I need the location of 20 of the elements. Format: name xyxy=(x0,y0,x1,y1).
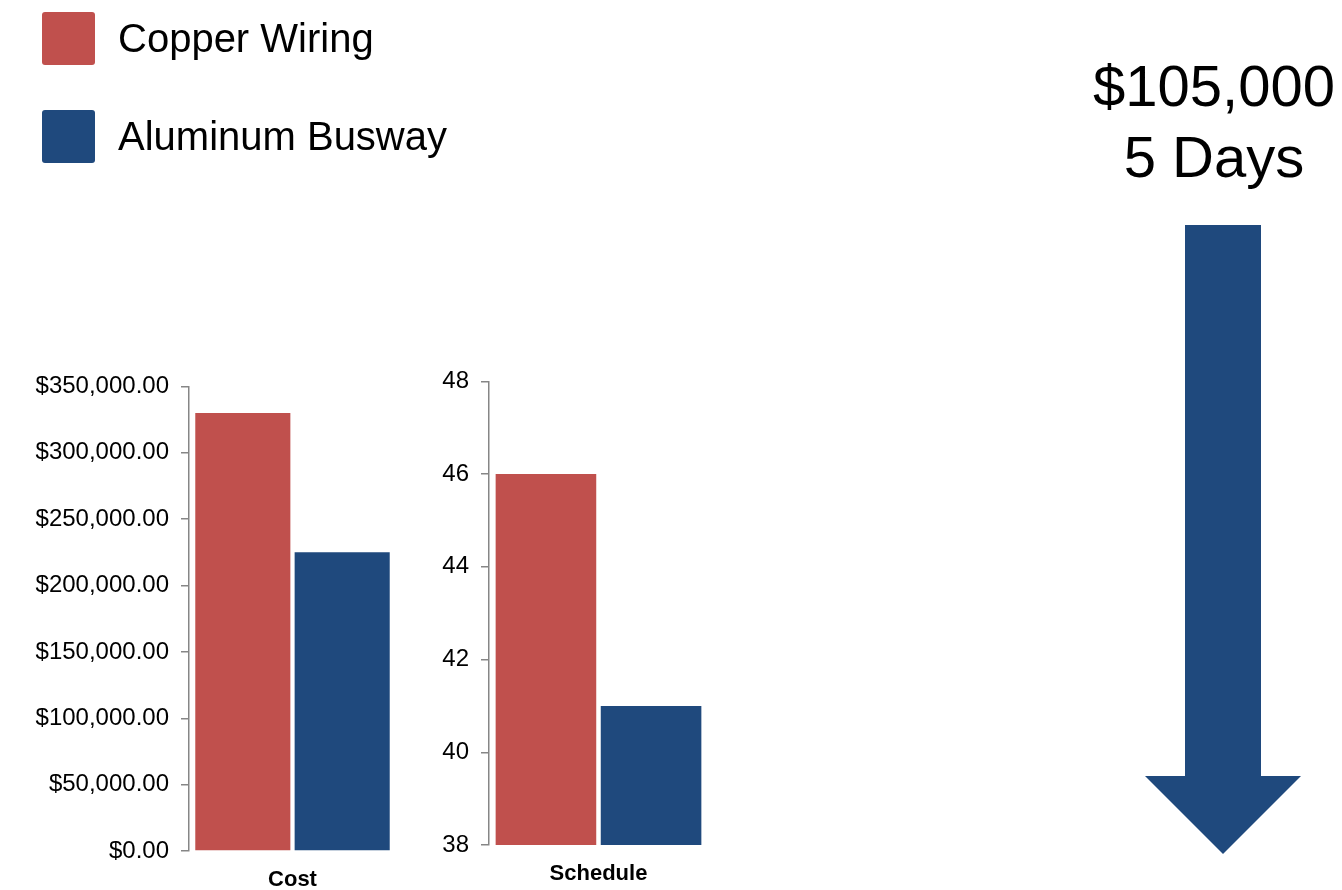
y-tick-label: $200,000.00 xyxy=(35,570,169,598)
text: $105,000 xyxy=(1092,52,1336,120)
y-tick-label: $100,000.00 xyxy=(35,702,169,730)
y-tick-label: $50,000.00 xyxy=(48,769,169,797)
text: 5 Days xyxy=(1122,123,1306,191)
y-tick-label: $250,000.00 xyxy=(35,503,169,531)
y-tick-label: $0.00 xyxy=(108,835,169,863)
legend-label: Copper Wiring xyxy=(118,15,374,62)
x-tick-label: Cost xyxy=(268,866,318,890)
y-tick-label: 48 xyxy=(442,366,469,394)
y-tick-label: $150,000.00 xyxy=(35,636,169,664)
y-tick-label: 38 xyxy=(442,829,469,857)
y-tick-label: 42 xyxy=(442,644,469,672)
legend-label: Aluminum Busway xyxy=(118,113,448,160)
y-tick-label: $350,000.00 xyxy=(35,371,169,399)
y-tick-label: 44 xyxy=(442,551,469,579)
y-tick-label: 40 xyxy=(442,736,469,764)
x-tick-label: Schedule xyxy=(549,860,648,886)
y-tick-label: 46 xyxy=(442,458,469,486)
y-tick-label: $300,000.00 xyxy=(35,437,169,465)
